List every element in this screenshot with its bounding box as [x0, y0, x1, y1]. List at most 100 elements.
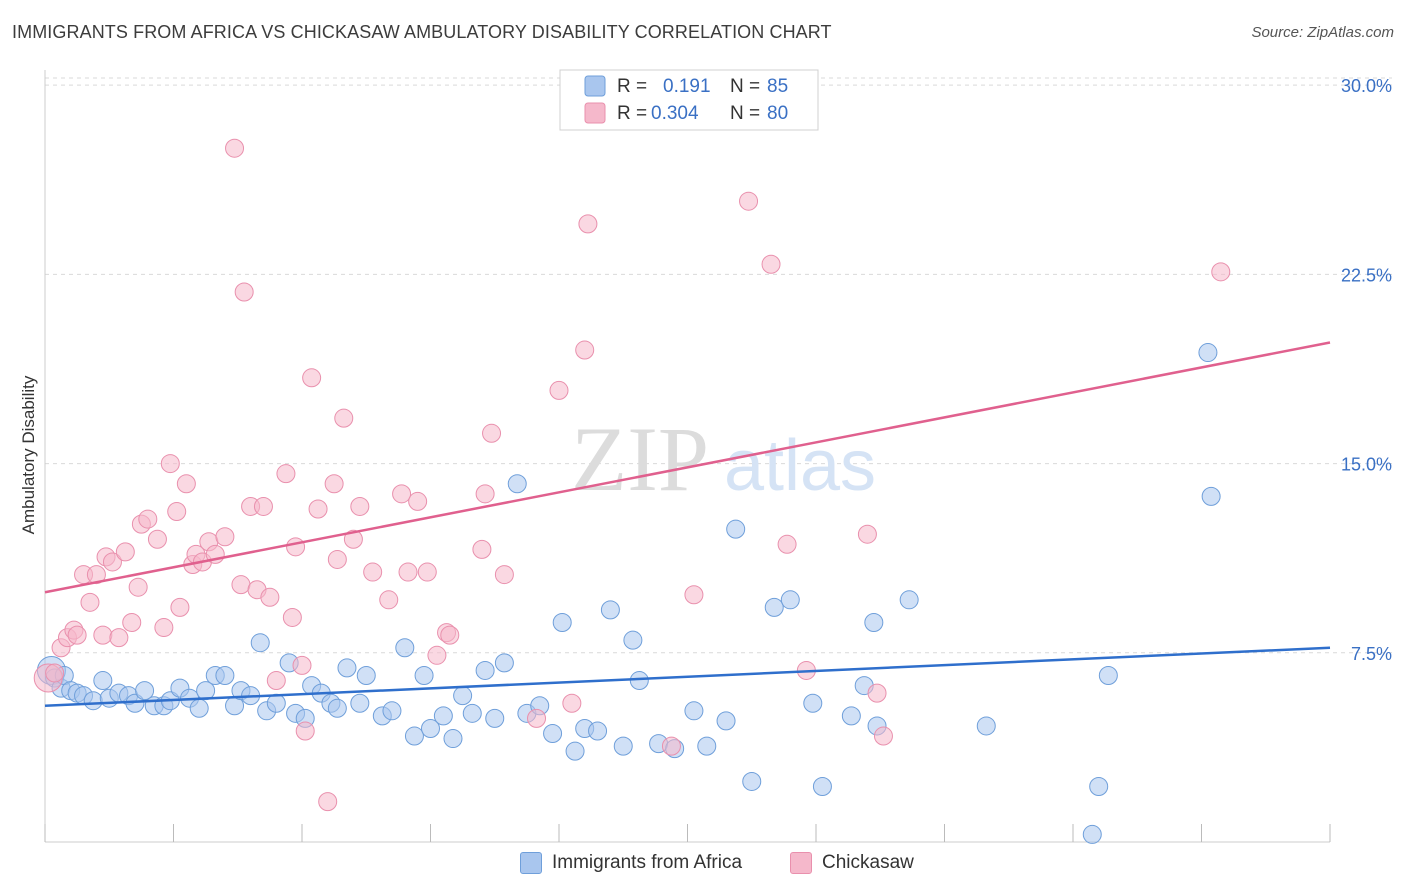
- point-africa-84: [1201, 486, 1221, 506]
- point-africa-22: [215, 665, 235, 685]
- legend-n-label-pink: N =: [730, 103, 760, 124]
- tick-labels: 7.5%15.0%22.5%30.0%0.0%40.0%: [1341, 76, 1392, 664]
- point-africa-66: [684, 701, 704, 721]
- point-africa-19: [189, 698, 209, 718]
- point-africa-55: [543, 724, 563, 744]
- point-africa-37: [350, 693, 370, 713]
- axes: [44, 70, 1331, 843]
- point-chickasaw-44: [308, 499, 328, 519]
- point-chickasaw-67: [578, 214, 598, 234]
- point-chickasaw-30: [225, 138, 245, 158]
- point-chickasaw-12: [109, 628, 129, 648]
- point-africa-38: [356, 665, 376, 685]
- legend-swatch-blue: [584, 75, 606, 97]
- point-chickasaw-31: [231, 575, 251, 595]
- point-chickasaw-1: [45, 663, 65, 683]
- y-axis-label: Ambulatory Disability: [19, 375, 38, 534]
- gridlines: [45, 77, 1392, 654]
- point-chickasaw-40: [286, 537, 306, 557]
- point-africa-40: [382, 701, 402, 721]
- point-chickasaw-68: [562, 693, 582, 713]
- y-tick-label-2: 22.5%: [1341, 265, 1392, 285]
- trend-line-chickasaw: [44, 341, 1331, 594]
- point-chickasaw-49: [343, 529, 363, 549]
- point-africa-35: [327, 698, 347, 718]
- point-africa-70: [742, 771, 762, 791]
- point-chickasaw-53: [392, 484, 412, 504]
- point-africa-85: [1082, 824, 1102, 844]
- point-chickasaw-73: [761, 254, 781, 274]
- point-africa-63: [629, 671, 649, 691]
- point-chickasaw-54: [398, 562, 418, 582]
- point-chickasaw-13: [115, 542, 135, 562]
- legend-r-value-blue: 0.191: [663, 76, 711, 97]
- point-africa-71: [764, 597, 784, 617]
- point-chickasaw-47: [327, 549, 347, 569]
- point-africa-57: [565, 741, 585, 761]
- chart-title: IMMIGRANTS FROM AFRICA VS CHICKASAW AMBU…: [12, 22, 832, 42]
- legend-n-label-blue: N =: [730, 76, 760, 97]
- y-tick-label-0: 7.5%: [1351, 644, 1392, 664]
- point-chickasaw-21: [167, 502, 187, 522]
- y-tick-label-3: 30.0%: [1341, 76, 1392, 96]
- legend-box: R = 0.191 N = 85 R = 0.304 N = 80: [559, 69, 819, 131]
- point-chickasaw-45: [318, 792, 338, 812]
- watermark-atlas: atlas: [724, 426, 876, 506]
- point-chickasaw-64: [527, 708, 547, 728]
- point-africa-52: [507, 474, 527, 494]
- point-chickasaw-50: [350, 496, 370, 516]
- point-africa-48: [462, 703, 482, 723]
- point-chickasaw-60: [472, 539, 492, 559]
- point-chickasaw-51: [363, 562, 383, 582]
- point-chickasaw-11: [102, 552, 122, 572]
- point-africa-69: [726, 519, 746, 539]
- point-africa-67: [697, 736, 717, 756]
- bottom-legend-item-chickasaw: Chickasaw: [790, 852, 914, 874]
- point-chickasaw-7: [80, 592, 100, 612]
- trend-line-africa: [44, 646, 1331, 708]
- point-africa-28: [266, 693, 286, 713]
- legend-r-label-blue: R =: [617, 76, 647, 97]
- point-chickasaw-38: [276, 464, 296, 484]
- legend-r-value-pink: 0.304: [651, 103, 699, 124]
- point-chickasaw-29: [215, 527, 235, 547]
- bottom-legend-item-africa: Immigrants from Africa: [520, 852, 742, 874]
- point-chickasaw-61: [475, 484, 495, 504]
- point-chickasaw-41: [292, 655, 312, 675]
- point-chickasaw-42: [295, 721, 315, 741]
- point-africa-41: [395, 638, 415, 658]
- point-africa-62: [623, 630, 643, 650]
- point-africa-72: [803, 693, 823, 713]
- point-africa-49: [475, 660, 495, 680]
- scatter-chart: ZIP atlas 7.5%15.0%22.5%30.0%0.0%40.0% A…: [19, 69, 1392, 844]
- point-chickasaw-43: [302, 368, 322, 388]
- point-chickasaw-18: [147, 529, 167, 549]
- point-chickasaw-14: [122, 613, 142, 633]
- point-chickasaw-77: [867, 683, 887, 703]
- point-chickasaw-15: [128, 577, 148, 597]
- point-africa-73: [780, 590, 800, 610]
- point-africa-44: [421, 718, 440, 738]
- y-tick-label-1: 15.0%: [1341, 455, 1392, 475]
- point-chickasaw-76: [857, 524, 877, 544]
- point-africa-26: [250, 633, 270, 653]
- watermark: ZIP atlas: [571, 408, 876, 510]
- point-chickasaw-71: [684, 585, 704, 605]
- point-africa-51: [494, 653, 514, 673]
- point-chickasaw-23: [176, 474, 196, 494]
- point-africa-79: [899, 590, 919, 610]
- point-africa-7: [83, 691, 103, 711]
- point-africa-83: [1198, 343, 1218, 363]
- trend-lines: [44, 341, 1331, 708]
- point-chickasaw-37: [266, 671, 286, 691]
- point-africa-81: [1089, 776, 1109, 796]
- point-africa-50: [485, 708, 505, 728]
- point-africa-74: [812, 776, 832, 796]
- point-africa-61: [613, 736, 633, 756]
- point-chickasaw-22: [170, 597, 190, 617]
- point-chickasaw-62: [482, 423, 502, 443]
- point-africa-8: [93, 671, 113, 691]
- point-chickasaw-35: [253, 496, 273, 516]
- point-chickasaw-39: [282, 607, 302, 627]
- point-chickasaw-65: [549, 380, 569, 400]
